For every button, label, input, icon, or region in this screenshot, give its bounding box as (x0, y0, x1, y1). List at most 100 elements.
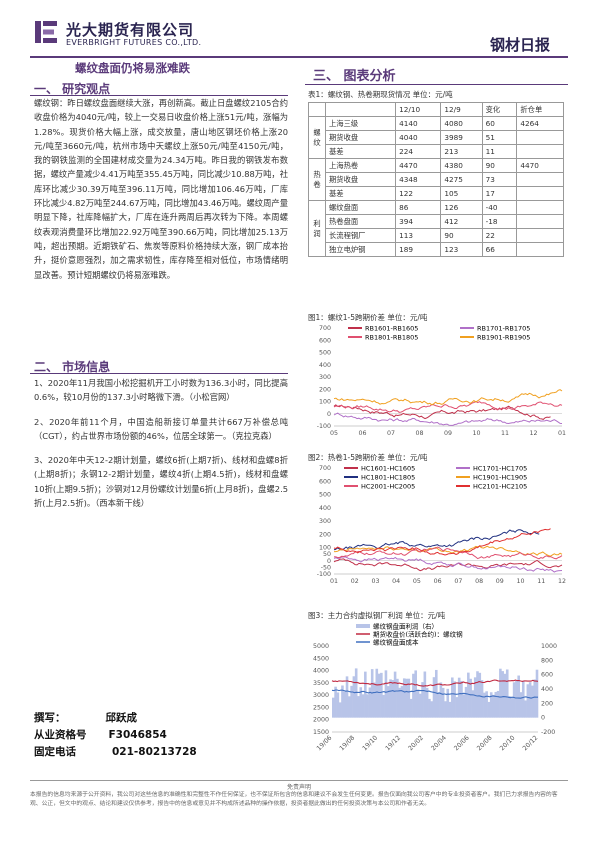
profit-bar (373, 682, 376, 718)
profit-bar (526, 684, 530, 718)
series-line (333, 412, 563, 426)
table-cell: 189 (395, 242, 442, 257)
table-cell: 基差 (324, 186, 397, 201)
y-tick-label: 600 (319, 337, 331, 344)
profit-bar (400, 686, 404, 718)
profit-bar (382, 694, 385, 718)
profit-bar (528, 682, 532, 718)
x-tick-label: 10 (472, 430, 480, 437)
legend-label: 螺纹钢盘面利润（右） (373, 622, 438, 631)
profit-bar (377, 673, 381, 718)
x-tick-label: 20/06 (453, 734, 471, 752)
profit-bar (446, 688, 450, 718)
profit-bar (359, 687, 363, 718)
table-cell: 期货收盘 (324, 172, 397, 187)
table-cell: 86 (395, 200, 442, 215)
table-cell: 60 (481, 116, 518, 131)
author-name: 邱跃成 (105, 712, 138, 724)
profit-bar (412, 673, 415, 718)
y2-tick-label: 800 (541, 657, 553, 664)
table-cell: 4040 (395, 130, 442, 145)
profit-bar (384, 670, 388, 718)
legend-label: HC1801-HC1805 (361, 474, 415, 482)
table-cell: 113 (395, 228, 442, 243)
legend-label: RB1801-RB1805 (365, 334, 418, 342)
profit-bar (361, 694, 365, 718)
y-tick-label: 200 (319, 531, 331, 538)
profit-bar (357, 696, 360, 718)
table-header-cell: 12/9 (440, 102, 483, 117)
market-item: 1、2020年11月我国小松挖掘机开工小时数为136.3小时，同比提高0.6%，… (34, 378, 288, 403)
profit-bar (396, 678, 399, 718)
x-tick-label: 05 (330, 430, 338, 437)
profit-bar (386, 686, 390, 718)
price-table: 12/10 12/9 变化 折仓单 螺纹 上海三级 4140 4080 60 4264 期货… (308, 102, 564, 257)
y-tick-label: 600 (319, 478, 331, 485)
legend-label: RB1601-RB1605 (365, 325, 418, 333)
table-row: 长流程钢厂 113 90 22 (309, 228, 564, 243)
legend-label: HC1701-HC1705 (473, 465, 527, 473)
profit-bar (515, 680, 518, 718)
table-row: 热卷 上海热卷 4470 4380 90 4470 (308, 158, 564, 201)
profit-bar (409, 698, 413, 718)
table-cell: 22 (481, 228, 518, 243)
report-title: 钢材日报 (490, 36, 551, 54)
profit-bar (407, 678, 411, 718)
profit-bar (464, 686, 468, 718)
profit-bar (533, 679, 537, 718)
profit-bar (398, 687, 401, 718)
profit-bar (352, 676, 356, 718)
x-tick-label: 09 (496, 578, 504, 585)
table-row: 基差 122 105 17 (309, 186, 564, 201)
x-tick-label: 04 (392, 578, 400, 585)
profit-bar (485, 691, 488, 718)
table-cell: 66 (481, 242, 518, 257)
series-line (333, 389, 563, 406)
y-tick-label: 1500 (313, 729, 329, 736)
profit-bar (393, 671, 397, 718)
license-label: 从业资格号 (34, 729, 87, 741)
profit-bar (448, 701, 452, 718)
table-group-label: 利润 (308, 200, 326, 257)
profit-bar (467, 672, 470, 718)
series-line (333, 546, 563, 560)
table-cell (516, 200, 564, 215)
y-tick-label: 300 (319, 374, 331, 381)
legend-label: HC2101-HC2105 (473, 483, 527, 491)
profit-bar (368, 687, 372, 718)
profit-bar (437, 692, 440, 718)
y-tick-label: -100 (317, 423, 331, 430)
table-cell: -18 (481, 214, 518, 229)
profit-bar (439, 682, 443, 718)
table-header-cell: 12/10 (395, 102, 442, 117)
profit-bar (473, 677, 477, 718)
profit-bar (418, 693, 422, 718)
section-divider (30, 95, 288, 96)
x-tick-label: 20/12 (522, 734, 540, 752)
table-cell: 基差 (324, 144, 397, 159)
profit-bar (505, 669, 509, 718)
table-cell: 105 (440, 186, 483, 201)
profit-bar (453, 681, 456, 718)
table-cell (516, 186, 564, 201)
profit-bar (423, 671, 427, 718)
y-tick-label: 400 (319, 505, 331, 512)
x-tick-label: 07 (454, 578, 462, 585)
table-group-label: 螺纹 (308, 116, 326, 159)
disclaimer-text: 本报告的信息均来源于公开资料，我公司对这些信息的准确性和完整性不作任何保证，也不… (30, 792, 558, 807)
profit-bar (334, 686, 337, 718)
table-cell (516, 228, 564, 243)
y2-tick-label: 400 (541, 686, 553, 693)
company-logo (33, 18, 61, 46)
profit-bar (510, 697, 514, 718)
profit-bar (501, 671, 504, 718)
table-cell: 4140 (395, 116, 442, 131)
legend-label: HC2001-HC2005 (361, 483, 415, 491)
company-name-cn: 光大期货有限公司 (66, 21, 195, 39)
y-tick-label: 2000 (313, 717, 329, 724)
table-group-label: 热卷 (308, 158, 326, 201)
profit-bar (451, 677, 454, 718)
y-tick-label: 50 (323, 551, 331, 558)
